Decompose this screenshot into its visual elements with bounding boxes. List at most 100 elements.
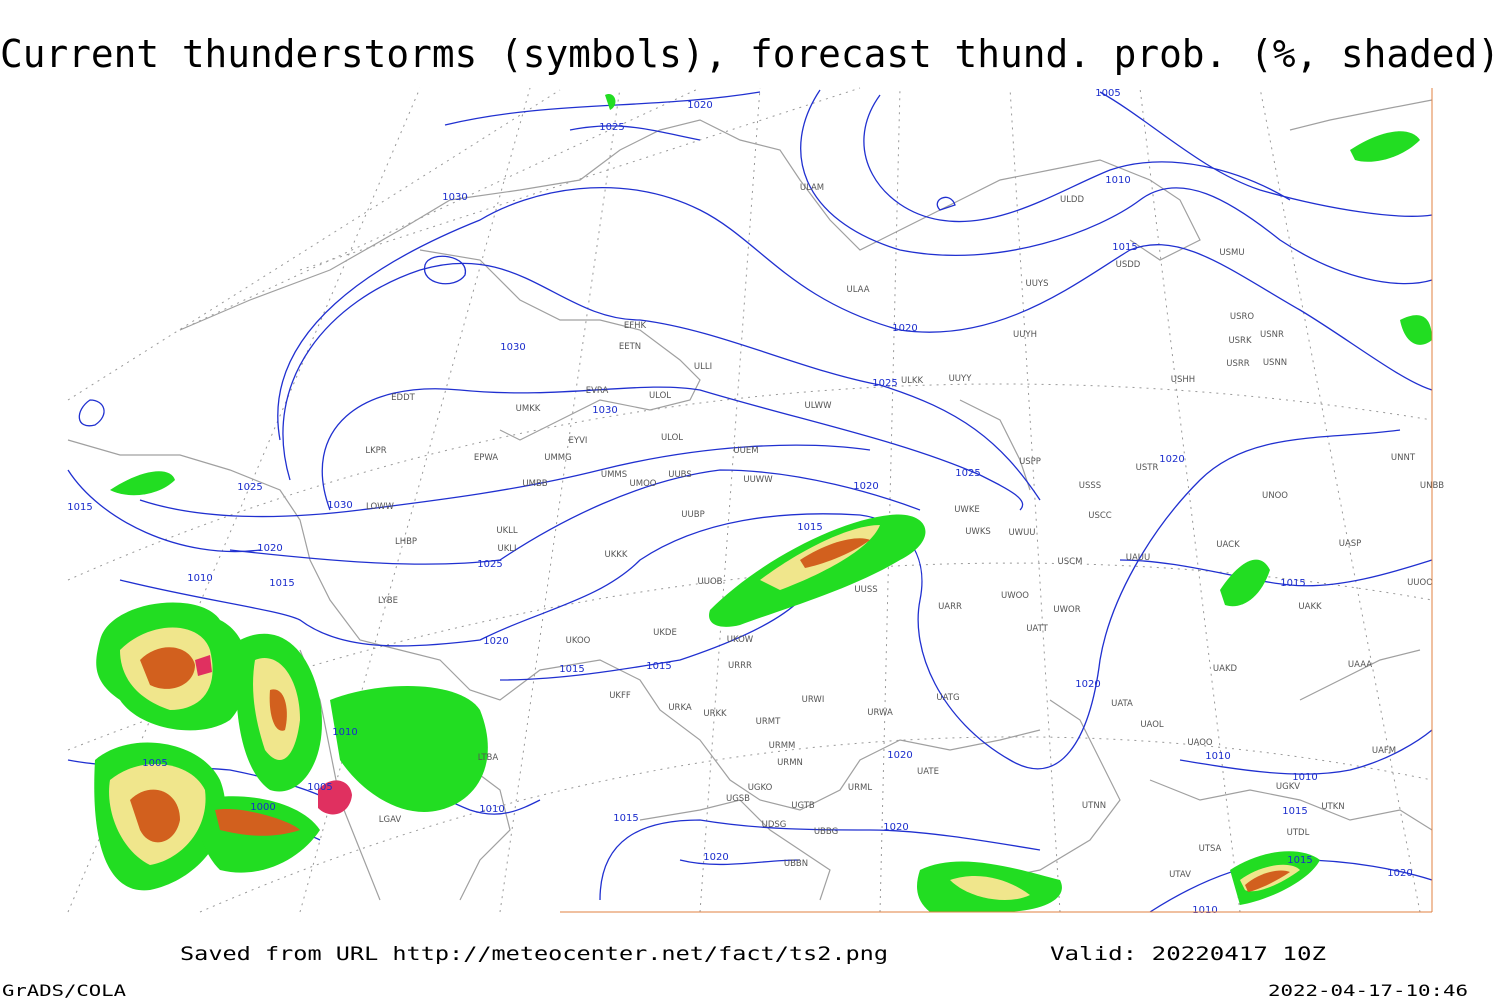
station-label: UKDE	[653, 628, 677, 638]
station-label: UGSB	[726, 794, 750, 804]
station-label: EVRA	[586, 386, 609, 396]
station-label: UUOB	[698, 577, 723, 587]
isobar-label: 1020	[1387, 868, 1412, 879]
valid-text: Valid: 20220417 10Z	[1050, 943, 1326, 965]
map-title: Current thunderstorms (symbols), forecas…	[0, 32, 1500, 76]
station-label: UUBS	[668, 470, 692, 480]
station-label: UGKV	[1276, 782, 1300, 792]
station-label: UTSA	[1199, 844, 1222, 854]
isobar-label: 1010	[1192, 905, 1217, 916]
station-label: UAKK	[1298, 602, 1322, 612]
station-label: UGTB	[791, 801, 815, 811]
isobar-label: 1020	[1075, 679, 1100, 690]
isobar-label: 1010	[1105, 175, 1130, 186]
station-label: USNR	[1260, 330, 1284, 340]
isobar-label: 1020	[1159, 454, 1184, 465]
station-label: EYVI	[569, 436, 588, 446]
station-label: UUWW	[743, 475, 773, 485]
station-label: UWUU	[1008, 528, 1035, 538]
isobar-label: 1025	[477, 559, 502, 570]
station-label: UKLL	[496, 526, 518, 536]
isobar-label: 1010	[187, 573, 212, 584]
isobar-label: 1030	[442, 192, 467, 203]
isobar-label: 1020	[257, 543, 282, 554]
station-label: LYBE	[378, 596, 398, 606]
probability-shading	[94, 93, 1432, 912]
station-label: USRR	[1226, 359, 1250, 369]
isobar-label: 1015	[1282, 806, 1307, 817]
station-label: LGAV	[379, 815, 402, 825]
station-label: LTBA	[478, 753, 499, 763]
coastlines	[67, 99, 1433, 901]
station-label: UAUU	[1126, 553, 1150, 563]
isobar-label: 1010	[332, 727, 357, 738]
station-label: URML	[848, 783, 872, 793]
station-label: UAKD	[1213, 664, 1238, 674]
station-label: ULKK	[901, 376, 924, 386]
station-label: UTKN	[1321, 802, 1344, 812]
station-label: UDSG	[762, 820, 787, 830]
station-label: UBBG	[814, 827, 838, 837]
station-label: UASP	[1339, 539, 1362, 549]
isobar-label: 1000	[250, 802, 275, 813]
station-label: UKOO	[566, 636, 591, 646]
isobar-label: 1005	[142, 758, 167, 769]
station-label: UAOL	[1140, 720, 1164, 730]
isobar-label: 1020	[887, 750, 912, 761]
station-label: USDD	[1116, 260, 1141, 270]
isobar-label: 1020	[703, 852, 728, 863]
station-label: UUOO	[1407, 578, 1433, 588]
station-label: UATG	[936, 693, 959, 703]
station-label: UAFM	[1372, 746, 1396, 756]
isobar-label: 1015	[269, 578, 294, 589]
isobar-label: 1010	[1292, 772, 1317, 783]
station-label: UKLI	[497, 544, 516, 554]
station-label: UBBN	[784, 859, 808, 869]
isobar-label: 1025	[599, 122, 624, 133]
station-label: URRR	[728, 661, 752, 671]
station-label: UUBP	[681, 510, 704, 520]
isobar-label: 1005	[307, 782, 332, 793]
station-label: UWKE	[954, 505, 980, 515]
station-label: LHBP	[395, 537, 417, 547]
station-label: UACK	[1216, 540, 1240, 550]
station-label: EPWA	[474, 453, 498, 463]
station-label: UUYH	[1013, 330, 1037, 340]
isobar-label: 1015	[646, 661, 671, 672]
station-label: UMMS	[601, 470, 627, 480]
station-label: UKFF	[609, 691, 631, 701]
station-label: UAOO	[1187, 738, 1213, 748]
station-label: USRK	[1228, 336, 1252, 346]
station-label: URWI	[802, 695, 825, 705]
station-label: USTR	[1136, 463, 1159, 473]
isobar-label: 1015	[1287, 855, 1312, 866]
isobar-label: 1010	[479, 804, 504, 815]
isobar-label: 1020	[892, 323, 917, 334]
station-label: UWOR	[1053, 605, 1080, 615]
station-label: EETN	[619, 342, 641, 352]
station-label: UMOO	[630, 479, 657, 489]
station-label: UMKK	[516, 404, 541, 414]
isobar-label: 1030	[500, 342, 525, 353]
isobar-label: 1015	[559, 664, 584, 675]
station-label: UUEM	[733, 446, 758, 456]
isobar-label: 1015	[797, 522, 822, 533]
isobar-label: 1005	[1095, 88, 1120, 99]
station-label: ULOL	[649, 391, 671, 401]
station-label: USNN	[1263, 358, 1287, 368]
station-label: UTAV	[1169, 870, 1191, 880]
station-label: USMU	[1219, 248, 1244, 258]
station-label: USCC	[1088, 511, 1112, 521]
station-label: ULOL	[661, 433, 683, 443]
isobar-label: 1025	[955, 468, 980, 479]
station-label: UNOO	[1262, 491, 1288, 501]
station-label: UATA	[1111, 699, 1133, 709]
station-label: UUSS	[854, 585, 877, 595]
station-label: URKA	[668, 703, 692, 713]
station-label: UUYY	[949, 374, 973, 384]
station-label: UKOW	[727, 635, 754, 645]
isobar-label: 1015	[67, 502, 92, 513]
isobar-label: 1020	[883, 822, 908, 833]
station-label: EFHK	[624, 321, 647, 331]
station-label: ULDD	[1060, 195, 1085, 205]
